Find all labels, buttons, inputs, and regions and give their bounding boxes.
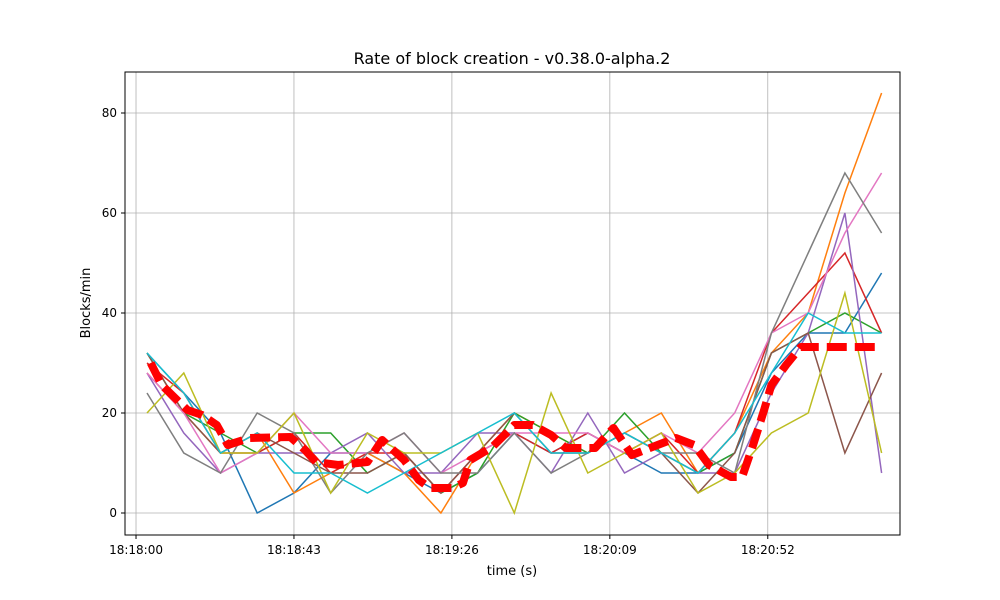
x-tick-label: 18:18:43 — [267, 543, 321, 557]
x-tick-label: 18:18:00 — [109, 543, 163, 557]
y-tick-label: 40 — [102, 306, 117, 320]
y-tick-label: 80 — [102, 106, 117, 120]
x-axis-label: time (s) — [487, 564, 537, 579]
x-tick-label: 18:20:52 — [741, 543, 795, 557]
y-tick-label: 20 — [102, 406, 117, 420]
y-tick-label: 0 — [109, 506, 117, 520]
series-line-8 — [146, 171, 883, 495]
axes-frame — [124, 71, 901, 536]
chart-title: Rate of block creation - v0.38.0-alpha.2 — [354, 49, 671, 68]
series-line-10 — [146, 312, 882, 494]
y-tick-label: 60 — [102, 206, 117, 220]
x-tick-label: 18:20:09 — [583, 543, 637, 557]
x-tick-label: 18:19:26 — [425, 543, 479, 557]
y-axis-label: Blocks/min — [79, 268, 94, 339]
grid — [125, 72, 900, 535]
series-group — [146, 92, 883, 516]
ticks: 18:18:00 18:18:43 18:19:26 18:20:09 18:20:52… — [102, 106, 795, 557]
mean-line — [147, 343, 882, 492]
